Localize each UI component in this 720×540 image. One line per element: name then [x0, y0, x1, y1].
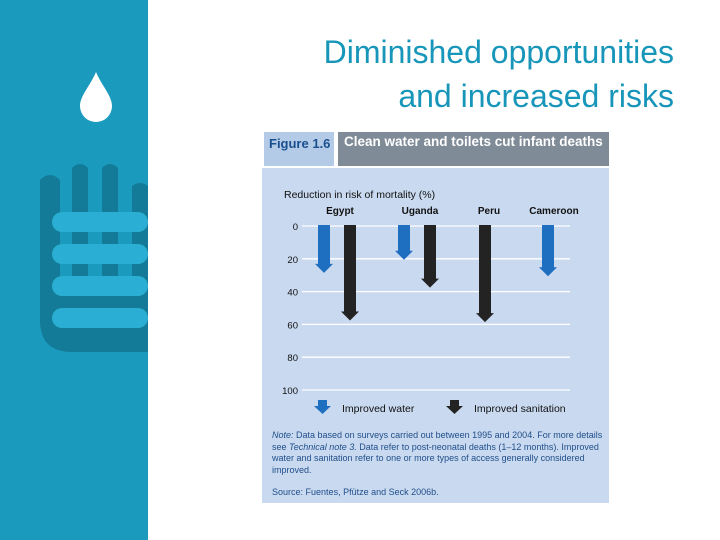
bar-arrowhead-1: [421, 278, 439, 288]
legend-swatch: [450, 400, 459, 406]
note-text-1: Data based on surveys carried out betwee…: [272, 430, 603, 452]
category-label: Uganda: [402, 206, 439, 217]
bar-arrowhead-1: [341, 311, 359, 321]
bar-arrowhead-1: [476, 313, 494, 323]
legend-label: Improved sanitation: [474, 403, 566, 415]
bar-1: [344, 225, 356, 313]
y-tick-label: 80: [287, 353, 298, 364]
water-drop-icon: [80, 72, 112, 122]
y-tick-label: 60: [287, 320, 298, 331]
title-line-1: Diminished opportunities: [323, 34, 674, 70]
decoration: [40, 72, 148, 352]
bar-0: [318, 225, 330, 265]
source-label: Source:: [272, 487, 304, 497]
bar-arrowhead-0: [395, 250, 413, 260]
note-text-2: Data refer to post-neonatal deaths (1–12…: [272, 441, 599, 475]
y-tick-label: 0: [293, 222, 298, 233]
legend-swatch-arrow: [314, 406, 331, 414]
hand-icon: [40, 164, 148, 352]
bar-1: [479, 225, 491, 315]
legend-label: Improved water: [342, 403, 415, 415]
note-ref: Technical note 3.: [289, 441, 357, 452]
bar-0: [542, 225, 554, 269]
side-accent-band: [0, 0, 148, 540]
y-tick-label: 100: [282, 386, 298, 397]
slide-title: Diminished opportunities and increased r…: [204, 30, 674, 118]
note-label: Note:: [272, 430, 294, 440]
title-line-2: and increased risks: [398, 78, 674, 114]
legend-swatch: [318, 400, 327, 406]
y-axis-label: Reduction in risk of mortality (%): [284, 189, 435, 201]
figure-panel: Figure 1.6 Clean water and toilets cut i…: [262, 130, 609, 503]
figure-header: Figure 1.6 Clean water and toilets cut i…: [262, 130, 609, 168]
bar-1: [424, 225, 436, 280]
y-tick-label: 20: [287, 255, 298, 266]
figure-caption: Clean water and toilets cut infant death…: [338, 132, 609, 166]
category-label: Peru: [478, 206, 500, 217]
legend-swatch-arrow: [446, 406, 463, 414]
figure-tag: Figure 1.6: [264, 132, 334, 166]
bar-arrowhead-0: [315, 263, 333, 273]
figure-note: Note: Data based on surveys carried out …: [272, 430, 604, 476]
category-label: Egypt: [326, 206, 354, 217]
bar-0: [398, 225, 410, 252]
bar-arrowhead-0: [539, 267, 557, 277]
chart: Reduction in risk of mortality (%) 0 20 40…: [282, 189, 579, 415]
figure-source: Source: Fuentes, Pfütze and Seck 2006b.: [272, 487, 439, 497]
category-label: Cameroon: [529, 206, 578, 217]
source-text: Fuentes, Pfütze and Seck 2006b.: [305, 487, 439, 497]
y-tick-label: 40: [287, 288, 298, 299]
